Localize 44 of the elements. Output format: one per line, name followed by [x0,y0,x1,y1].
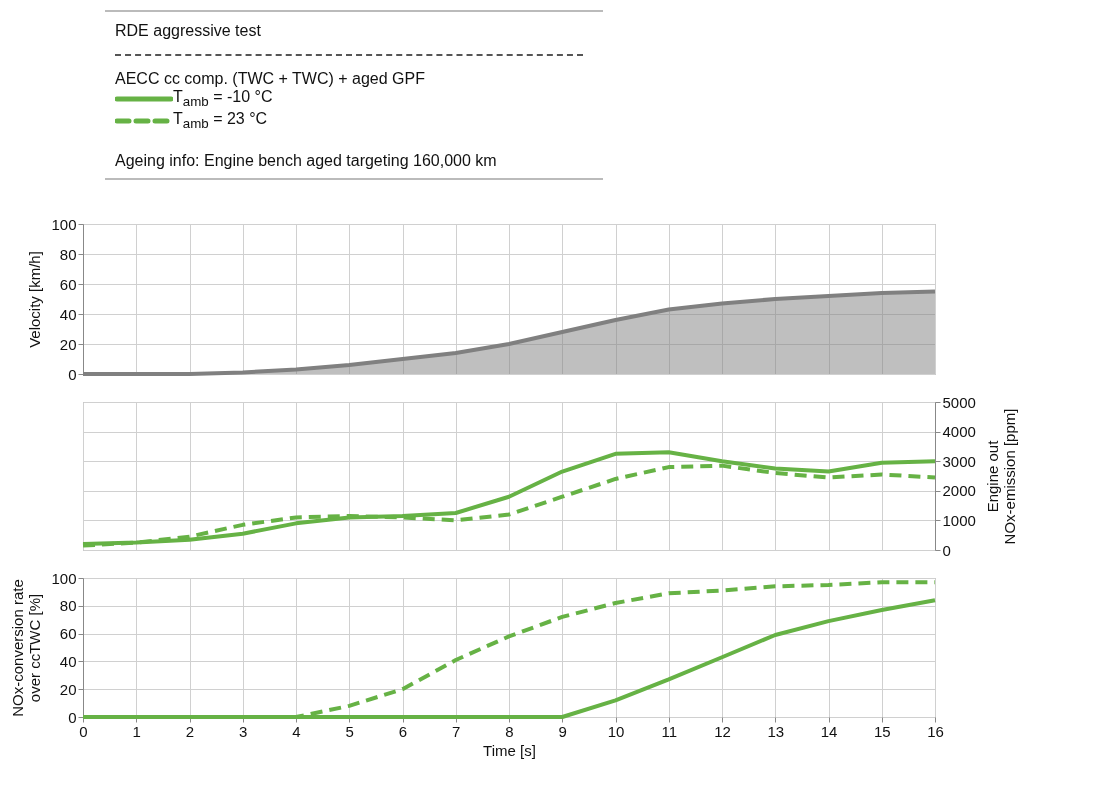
x-tick-label: 11 [661,722,678,740]
legend-label: T$_{amb}$ = 23 °C [173,110,268,132]
legend-label: T$_{amb}$ = -10 °C [173,88,273,110]
x-tick-label: 8 [505,722,514,740]
y2-tick-label: 0 [942,541,951,559]
chart-title: RDE aggressive test [115,22,262,40]
y-tick-label: 0 [68,365,77,383]
x-tick-label: 1 [132,722,141,740]
y2-tick-label: 2000 [942,482,976,500]
x-tick-label: 4 [292,722,301,740]
y-tick-label: 60 [59,625,77,643]
y-axis-title: NOx-conversion rate over ccTWC [%] [9,579,44,717]
x-tick-label: 12 [714,722,731,740]
y-tick-label: 20 [59,335,77,353]
y-tick-label: 100 [51,215,77,233]
x-tick-label: 15 [873,722,891,740]
y-tick-label: 80 [59,597,77,615]
x-tick-label: 3 [239,722,248,740]
y-tick-label: 80 [59,245,77,263]
x-tick-label: 5 [345,722,354,740]
x-tick-label: 6 [398,722,408,740]
x-tick-label: 0 [79,722,88,740]
y-tick-label: 100 [51,569,77,587]
x-tick-label: 7 [452,722,461,740]
x-tick-label: 14 [820,722,838,740]
y-tick-label: 20 [59,680,77,698]
y-tick-label: 40 [59,305,77,323]
y2-axis-title: Engine out NOx-emission [ppm] [983,408,1018,545]
x-tick-label: 16 [927,722,944,740]
x-axis-title: Time [s] [483,741,536,759]
y-tick-label: 0 [68,708,77,726]
x-tick-label: 9 [558,722,567,740]
y-tick-label: 40 [59,652,77,670]
legend-title: AECC cc comp. (TWC + TWC) + aged GPF [115,70,426,88]
text: Ageing info: Engine bench aged targeting 160,000 km [115,152,498,170]
x-tick-label: 13 [767,722,785,740]
y-axis-title: Velocity [km/h] [26,251,44,348]
x-tick-label: 10 [607,722,625,740]
y2-tick-label: 3000 [942,452,976,470]
y-tick-label: 60 [59,275,77,293]
y2-tick-label: 1000 [942,511,976,529]
x-tick-label: 2 [185,722,195,740]
y2-tick-label: 5000 [942,393,976,411]
y2-tick-label: 4000 [942,423,976,441]
